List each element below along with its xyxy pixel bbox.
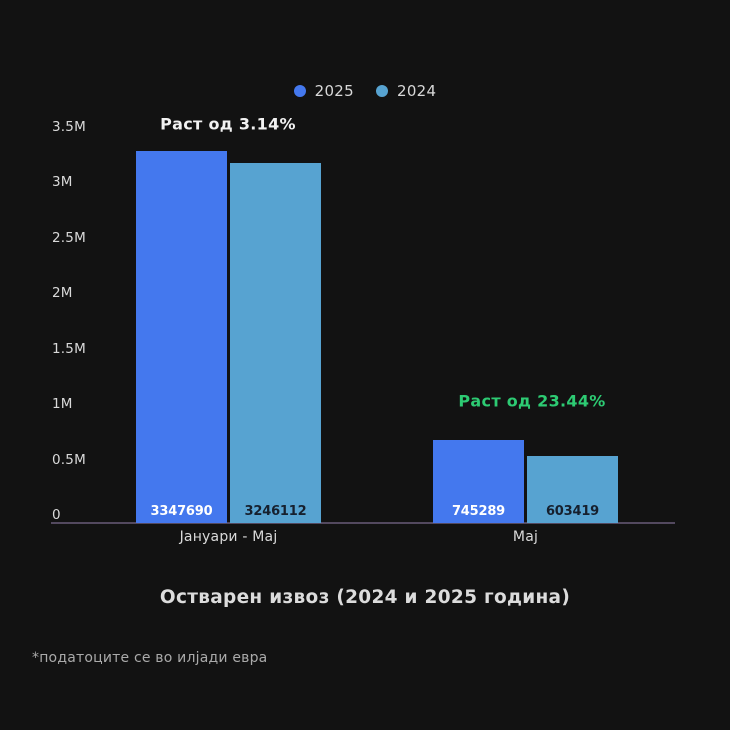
y-tick-label: 3.5M — [52, 118, 86, 135]
legend-item-2024: 2024 — [376, 82, 436, 100]
legend-dot-2025-icon — [293, 85, 306, 97]
y-tick-label: 1.5M — [52, 340, 86, 357]
bar-2024-1: 3246112 — [230, 163, 321, 523]
legend: 2025 2024 — [0, 82, 730, 100]
x-axis-label: Мај — [512, 529, 539, 545]
bar-2025-1: 3347690 — [136, 151, 227, 523]
y-tick-label: 0.5M — [52, 451, 86, 468]
y-tick-label: 0 — [52, 507, 61, 523]
y-tick-label: 3M — [52, 174, 73, 190]
bar-value-label: 3347690 — [150, 504, 213, 519]
bar-2025-2: 745289 — [433, 440, 524, 523]
y-tick-label: 1M — [52, 396, 73, 412]
legend-label: 2024 — [397, 82, 437, 100]
growth-annotation-1: Раст од 3.14% — [160, 114, 296, 134]
x-axis-line — [51, 522, 675, 524]
bar-value-label: 3246112 — [244, 504, 307, 519]
y-tick-label: 2.5M — [52, 229, 86, 246]
bar-value-label: 745289 — [451, 504, 506, 519]
growth-annotation-2: Раст од 23.44% — [458, 391, 606, 411]
bar-value-label: 603419 — [545, 504, 600, 519]
bar-2024-2: 603419 — [527, 456, 618, 523]
chart-title: Остварен извоз (2024 и 2025 година) — [159, 587, 571, 608]
legend-label: 2025 — [314, 82, 354, 100]
footnote: *податоците се во илјади евра — [32, 650, 268, 666]
legend-item-2025: 2025 — [293, 82, 354, 100]
x-axis-label: Јануари - Мај — [179, 529, 278, 545]
y-tick-label: 2M — [52, 285, 73, 301]
legend-dot-2024-icon — [376, 85, 388, 97]
